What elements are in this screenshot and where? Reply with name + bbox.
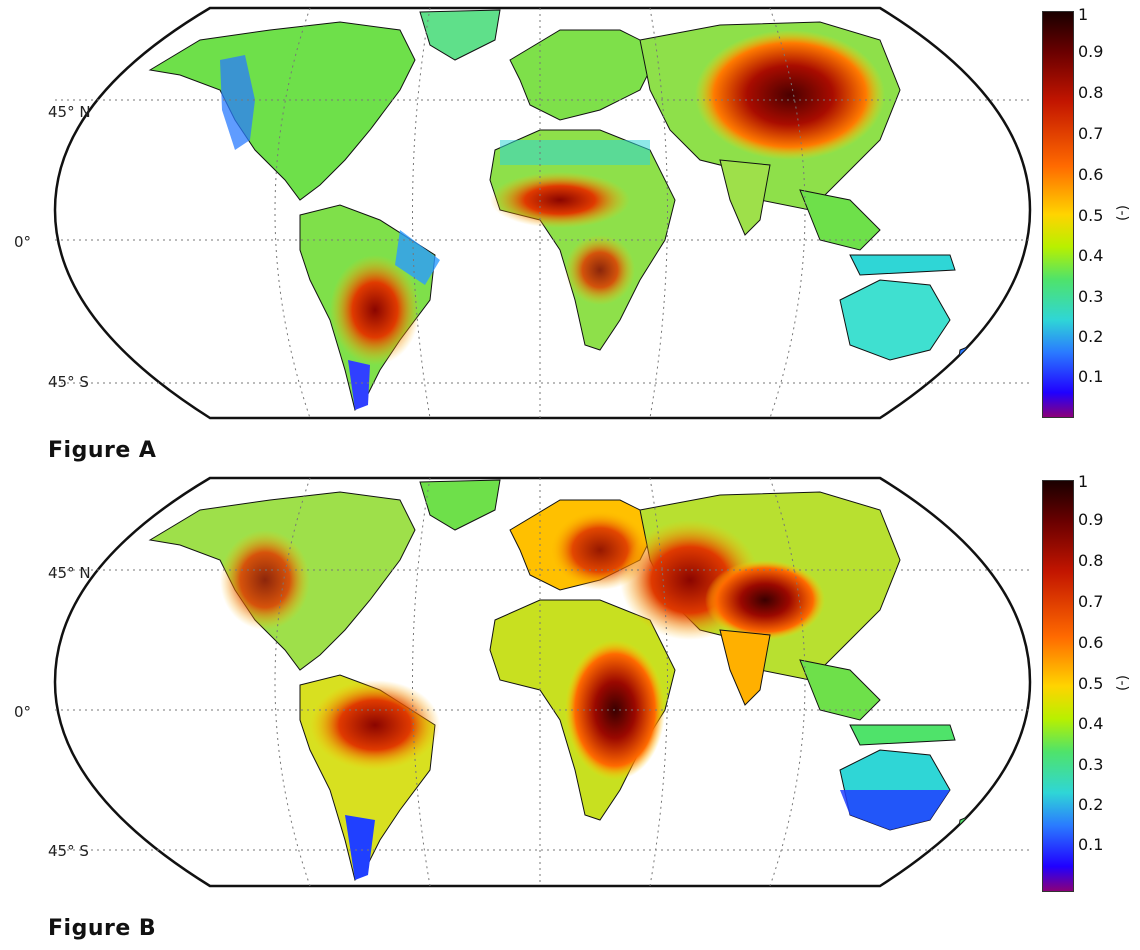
graticule (55, 477, 1030, 887)
india (719, 159, 771, 236)
south-america-east-coast (395, 230, 440, 285)
southeast-asia (799, 189, 881, 251)
cbar-a-tick: 1 (1078, 5, 1089, 24)
indonesia (849, 254, 956, 276)
australia (839, 279, 951, 361)
greenland (419, 9, 501, 61)
india (719, 629, 771, 706)
east-africa-hotspot (565, 640, 665, 780)
south-america-hotspot (330, 255, 420, 365)
figure-b-caption: Figure B (48, 916, 157, 941)
patagonia (345, 815, 375, 880)
cbar-a-tick: 0.8 (1078, 83, 1104, 102)
figure-b-map (53, 476, 1032, 888)
cbar-a-tick: 0.2 (1078, 327, 1104, 346)
cbar-b-tick: 0.1 (1078, 835, 1104, 854)
figure-b-panel: 45° N 0° 45° S 1 0.9 0.8 0.7 0.6 0.5 0.4… (0, 470, 1140, 950)
north-america-west-coast (220, 55, 255, 150)
lat-label-equator: 0° (14, 703, 32, 721)
australia-south (840, 790, 950, 830)
figure-a-map (53, 6, 1032, 420)
cbar-a-tick: 0.4 (1078, 246, 1104, 265)
southeast-asia (799, 659, 881, 721)
patagonia (348, 360, 370, 410)
cbar-a-tick: 0.6 (1078, 165, 1104, 184)
cbar-b-tick: 0.5 (1078, 674, 1104, 693)
colorbar-b-unit: (-) (1114, 675, 1130, 691)
north-africa-band (500, 140, 650, 165)
cbar-b-tick: 0.9 (1078, 510, 1104, 529)
colorbar-a (1042, 11, 1074, 418)
greenland (419, 479, 501, 531)
indonesia (849, 724, 956, 746)
west-us-hotspot (220, 530, 310, 630)
central-asia-hotspot (695, 30, 885, 160)
cbar-b-tick: 0.3 (1078, 755, 1104, 774)
cbar-a-tick: 0.9 (1078, 42, 1104, 61)
amazon-hotspot (310, 680, 440, 770)
lat-label-45s: 45° S (48, 842, 89, 860)
graticule (55, 7, 1030, 419)
cbar-b-tick: 0.7 (1078, 592, 1104, 611)
cbar-b-tick: 0.6 (1078, 633, 1104, 652)
lat-label-45s: 45° S (48, 373, 89, 391)
figure-a-caption: Figure A (48, 438, 157, 463)
cbar-b-tick: 0.8 (1078, 551, 1104, 570)
cbar-b-tick: 0.2 (1078, 795, 1104, 814)
southern-africa-hotspot (565, 235, 635, 305)
lat-label-equator: 0° (14, 233, 32, 251)
lat-label-45n: 45° N (48, 564, 91, 582)
sahel-hotspot (490, 172, 630, 228)
himalaya-hotspot (705, 560, 825, 640)
cbar-b-tick: 0.4 (1078, 714, 1104, 733)
lat-label-45n: 45° N (48, 103, 91, 121)
cbar-a-tick: 0.7 (1078, 124, 1104, 143)
cbar-b-tick: 1 (1078, 472, 1089, 491)
cbar-a-tick: 0.3 (1078, 287, 1104, 306)
colorbar-b (1042, 480, 1074, 892)
figure-a-panel: 45° N 0° 45° S 1 0.9 0.8 0.7 0.6 0.5 0.4… (0, 0, 1140, 470)
colorbar-a-unit: (-) (1114, 205, 1130, 221)
cbar-a-tick: 0.1 (1078, 367, 1104, 386)
cbar-a-tick: 0.5 (1078, 206, 1104, 225)
